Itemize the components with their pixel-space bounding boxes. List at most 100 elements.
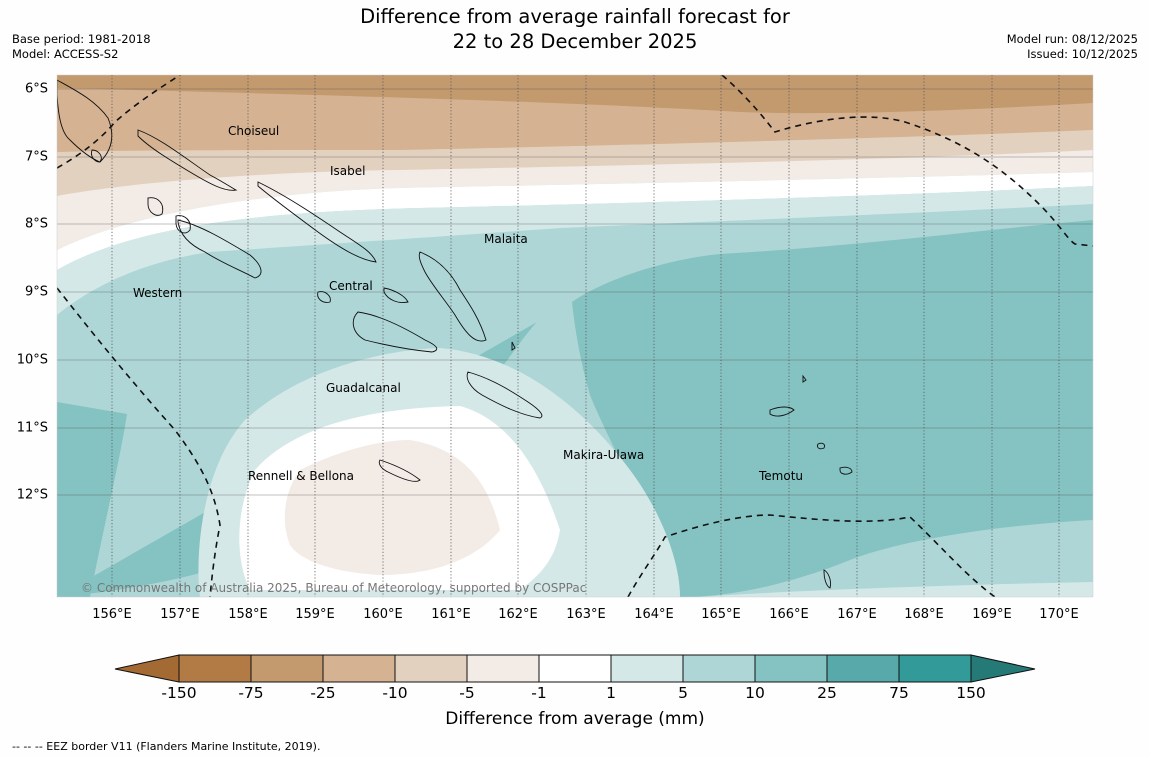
band-white [57, 172, 1093, 270]
colorbar-graphic [114, 654, 1036, 683]
title-line-2: 22 to 28 December 2025 [452, 30, 698, 53]
meta-right: Model run: 08/12/2025 Issued: 10/12/2025 [1007, 32, 1138, 62]
florida [383, 287, 409, 303]
colorbar-tick-label: 75 [889, 684, 909, 702]
region-label-rennell: Rennell & Bellona [248, 469, 355, 483]
lon-label: 169°E [972, 607, 1012, 622]
colorbar-tick-label: 1 [606, 684, 616, 702]
cb-seg-g1 [610, 654, 684, 683]
new-georgia-w [175, 215, 191, 234]
lon-label: 157°E [160, 607, 200, 622]
region-label-western: Western [133, 286, 183, 300]
russell [317, 291, 331, 303]
lat-label: 12°S [16, 487, 48, 503]
model-run: Model run: 08/12/2025 [1006, 32, 1138, 46]
rainfall-field [57, 75, 1093, 597]
copyright-notice: © Commonwealth of Australia 2025, Bureau… [81, 581, 587, 595]
region-label-isabel: Isabel [330, 164, 366, 178]
title-line-1: Difference from average rainfall forecas… [360, 5, 790, 28]
cb-seg-b2 [250, 654, 324, 683]
colorbar-tick-label: -1 [531, 684, 547, 702]
makira-island [466, 371, 543, 419]
cb-seg-b3 [322, 654, 396, 683]
cb-seg-b1 [178, 654, 252, 683]
lon-label: 156°E [92, 607, 132, 622]
lat-label: 9°S [24, 284, 48, 300]
lon-label: 158°E [228, 607, 268, 622]
new-georgia [177, 219, 262, 279]
map-title: Difference from average rainfall forecas… [0, 4, 1150, 54]
island-dot-2 [802, 374, 807, 383]
colorbar-title: Difference from average (mm) [445, 709, 705, 729]
band-b5-south [284, 440, 500, 575]
region-label-central: Central [329, 279, 373, 293]
lat-label: 10°S [16, 352, 48, 368]
model-name: Model: ACCESS-S2 [12, 47, 119, 61]
cb-seg-g5 [898, 654, 972, 683]
region-label-makira: Makira-Ulawa [563, 448, 645, 462]
lon-label: 168°E [904, 607, 944, 622]
cb-arrow-right [970, 654, 1036, 683]
lon-label: 160°E [363, 607, 403, 622]
band-g3-east-fix [680, 520, 1093, 597]
cb-seg-b5 [466, 654, 540, 683]
lon-label: 164°E [634, 607, 674, 622]
lat-label: 7°S [24, 149, 48, 165]
island-dot-4 [91, 149, 102, 163]
guadalcanal-island [352, 311, 438, 353]
lon-label: 159°E [295, 607, 335, 622]
lon-label: 162°E [498, 607, 538, 622]
santa-cruz [769, 406, 795, 417]
colorbar-tick-label: -75 [238, 684, 264, 702]
rennell-island [378, 459, 421, 482]
lat-label: 8°S [24, 216, 48, 232]
colorbar-tick-label: -10 [382, 684, 408, 702]
band-g1 [57, 186, 1093, 315]
cb-arrow-left [114, 654, 180, 683]
vella-lavella [147, 197, 164, 216]
cb-seg-g3 [754, 654, 828, 683]
lat-label: 6°S [24, 81, 48, 97]
colorbar-tick-label: -25 [310, 684, 336, 702]
graticule [111, 75, 1060, 597]
temotu-small-2 [823, 569, 831, 589]
temotu-small-1 [839, 466, 853, 475]
lat-label: 11°S [16, 420, 48, 436]
lon-label: 166°E [769, 607, 809, 622]
region-label-guadalcanal: Guadalcanal [326, 381, 401, 395]
band-b1 [57, 75, 1093, 114]
region-label-temotu: Temotu [759, 469, 804, 483]
region-label-malaita: Malaita [484, 232, 528, 246]
map-frame [56, 74, 1094, 598]
cb-seg-neutral [538, 654, 612, 683]
malaita-island [418, 251, 487, 342]
band-g3-west [57, 402, 127, 597]
isabel-island [257, 181, 377, 263]
cb-seg-g4 [826, 654, 900, 683]
meta-left: Base period: 1981-2018 Model: ACCESS-S2 [12, 32, 151, 62]
cb-seg-g2 [682, 654, 756, 683]
colorbar-tick-label: 25 [817, 684, 837, 702]
band-g1-se [700, 582, 1093, 597]
island-dot-1 [817, 442, 825, 450]
colorbar-tick-label: -150 [161, 684, 197, 702]
lon-label: 161°E [431, 607, 471, 622]
cb-seg-b4 [394, 654, 468, 683]
islands [57, 79, 853, 589]
issued-date: Issued: 10/12/2025 [1027, 47, 1138, 61]
lon-label: 163°E [566, 607, 606, 622]
base-period: Base period: 1981-2018 [12, 32, 151, 46]
colorbar-tick-label: 150 [956, 684, 986, 702]
eez-border [57, 75, 1093, 597]
lon-label: 170°E [1039, 607, 1079, 622]
colorbar-tick-label: 5 [678, 684, 688, 702]
colorbar-tick-label: 10 [745, 684, 765, 702]
colorbar-tick-label: -5 [459, 684, 475, 702]
choiseul-island [137, 129, 238, 191]
island-dot-3 [511, 341, 516, 351]
lon-label: 165°E [701, 607, 741, 622]
lon-label: 167°E [837, 607, 877, 622]
eez-legend-note: -- -- -- EEZ border V11 (Flanders Marine… [12, 740, 321, 753]
region-label-choiseul: Choiseul [228, 124, 280, 138]
